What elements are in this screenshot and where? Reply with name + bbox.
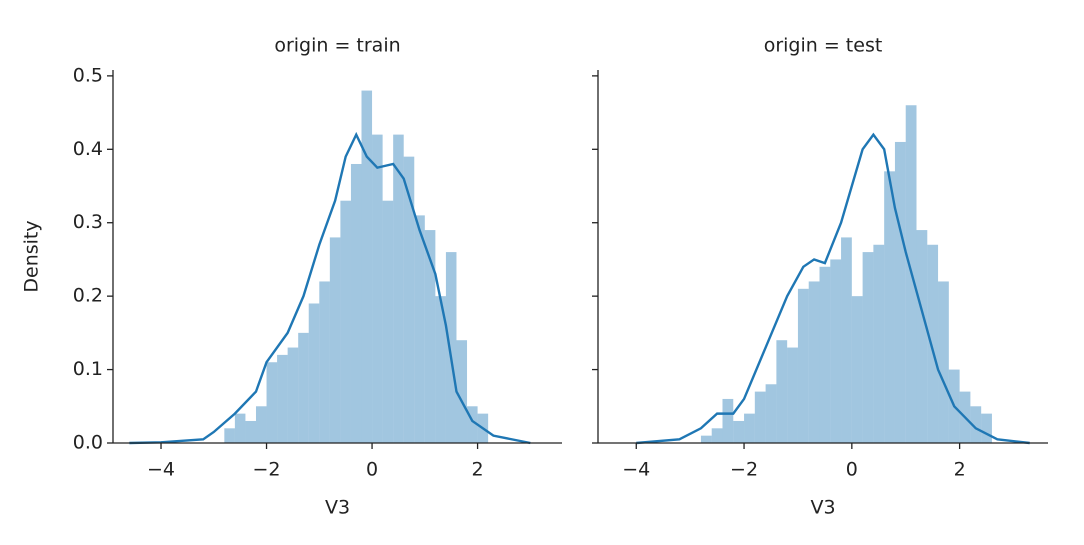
bar xyxy=(873,244,885,443)
bar xyxy=(308,303,320,443)
y-axis-label: Density xyxy=(21,220,43,292)
bar xyxy=(319,281,330,443)
x-axis-label: V3 xyxy=(810,497,835,519)
bar xyxy=(277,354,288,443)
bar xyxy=(361,90,373,443)
bar xyxy=(819,266,831,443)
bar xyxy=(266,362,278,443)
bar xyxy=(700,435,712,443)
x-tick-label: 0 xyxy=(366,459,378,481)
panel-title: origin = train xyxy=(274,35,400,57)
bar xyxy=(403,156,415,444)
bar xyxy=(981,413,992,443)
bar xyxy=(765,384,777,443)
bar xyxy=(754,391,766,443)
y-tick-label: 0.4 xyxy=(73,138,103,160)
bar xyxy=(298,332,309,443)
kde-line xyxy=(129,131,531,445)
bar xyxy=(884,171,895,443)
bar xyxy=(894,141,906,443)
bar xyxy=(393,134,404,443)
bar xyxy=(722,398,734,443)
bar xyxy=(245,420,256,443)
bar xyxy=(830,259,842,443)
bar xyxy=(808,281,820,443)
bar xyxy=(787,347,798,443)
x-axis-label: V3 xyxy=(325,497,350,519)
y-tick-label: 0.1 xyxy=(73,358,103,380)
y-tick-label: 0.5 xyxy=(73,64,103,86)
bar xyxy=(287,347,299,443)
bar xyxy=(938,281,949,443)
bar xyxy=(862,252,874,443)
bar xyxy=(744,413,755,443)
y-tick-label: 0.2 xyxy=(73,285,103,307)
panel-title: origin = test xyxy=(764,35,883,57)
bar xyxy=(841,237,852,443)
bar xyxy=(916,230,928,443)
bar xyxy=(927,244,939,443)
bar xyxy=(445,252,457,443)
bar xyxy=(456,340,468,443)
bar xyxy=(234,413,246,443)
bar xyxy=(350,163,362,443)
bar xyxy=(797,288,809,443)
bar xyxy=(329,237,341,443)
bar xyxy=(224,428,235,443)
x-tick-label: −4 xyxy=(622,459,650,481)
bar xyxy=(776,340,788,443)
bar xyxy=(414,215,425,443)
bar xyxy=(851,296,863,443)
bar xyxy=(733,420,745,443)
y-tick-label: 0.0 xyxy=(73,432,103,454)
bar xyxy=(340,200,351,443)
kde-line xyxy=(636,132,1030,445)
bar xyxy=(372,134,383,443)
bar xyxy=(970,406,982,443)
bar xyxy=(255,406,267,443)
bar xyxy=(424,230,436,443)
bar xyxy=(467,406,478,443)
x-tick-label: −4 xyxy=(147,459,175,481)
bar xyxy=(435,296,446,443)
x-tick-label: 2 xyxy=(954,459,966,481)
x-tick-label: −2 xyxy=(253,459,281,481)
bar xyxy=(382,200,394,443)
x-tick-label: 2 xyxy=(472,459,484,481)
y-tick-label: 0.3 xyxy=(73,211,103,233)
x-tick-label: −2 xyxy=(730,459,758,481)
bar xyxy=(711,428,723,443)
x-tick-label: 0 xyxy=(846,459,858,481)
